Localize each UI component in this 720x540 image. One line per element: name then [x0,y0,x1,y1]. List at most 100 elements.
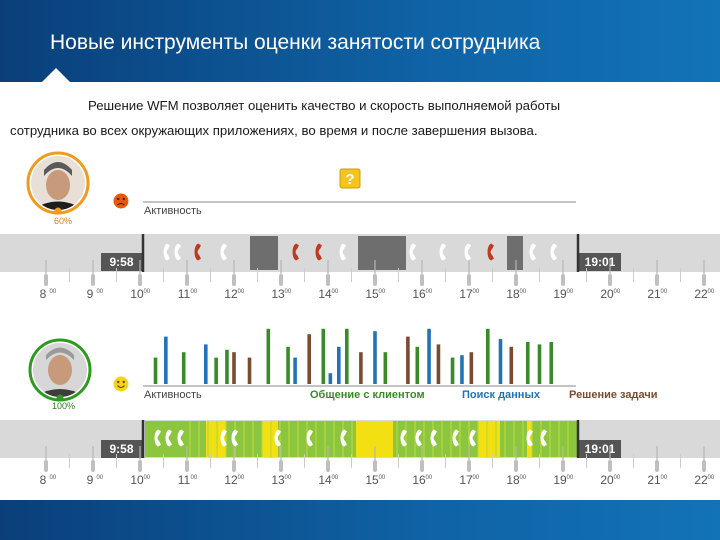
help-icon: ? [339,168,361,189]
activity-bar [204,344,208,384]
page-title: Новые инструменты оценки занятости сотру… [50,31,541,54]
activity-bar [225,349,229,384]
slide-footer [0,500,720,540]
activity-bar [415,346,420,384]
busy-block [358,236,406,270]
activity-bar [328,373,333,384]
activity-bar [345,328,349,384]
activity-bar [373,331,377,384]
slide-header: Новые инструменты оценки занятости сотру… [0,0,720,82]
activity-bar [383,352,388,384]
hour-label: 20 [600,287,614,301]
hour-label-minutes: 00 [332,475,339,481]
hour-label-minutes: 00 [97,289,104,295]
hour-label: 21 [647,287,661,301]
hour-label: 10 [130,473,144,487]
hour-label-minutes: 00 [285,475,292,481]
activity-bar [436,344,441,384]
activity-bar [450,357,455,384]
activity-bar [153,357,158,384]
activity-bar [164,336,168,384]
hour-label-minutes: 00 [661,475,668,481]
hour-label-minutes: 00 [332,289,339,295]
hour-label: 14 [318,473,332,487]
hour-label-minutes: 00 [614,475,621,481]
bottom-active-blocks [145,421,577,457]
activity-bar [460,355,464,384]
activity-bar [359,352,363,384]
hour-label-minutes: 00 [473,475,480,481]
hour-label: 12 [224,287,238,301]
hour-label: 9 [87,473,94,487]
bottom-percent: 100% [52,401,75,411]
bottom-shift-end-label: 19:01 [585,442,616,456]
hour-label-minutes: 00 [97,475,104,481]
activity-bar [549,342,554,384]
hour-label-minutes: 00 [50,289,57,295]
hour-label-minutes: 00 [661,289,668,295]
top-shift-end-label: 19:01 [585,255,616,269]
activity-bar [498,339,503,384]
bottom-shift-end: 19:01 [579,440,621,458]
hour-label: 19 [553,473,567,487]
hour-label: 15 [365,287,379,301]
hour-label: 21 [647,473,661,487]
hour-label-minutes: 00 [191,289,198,295]
hour-label: 11 [178,473,191,487]
hour-label: 9 [87,287,94,301]
happy-face-icon [113,376,129,392]
top-time-axis: 8 00 9 00 10 00 11 00 12 00 13 00 14 00 15 00 16 00 17 00 18… [40,260,715,301]
activity-bar [427,328,431,384]
hour-label-minutes: 00 [144,475,151,481]
hour-label: 20 [600,473,614,487]
description-line-1: Решение WFM позволяет оценить качество и… [88,98,561,113]
top-shift-start-label: 9:58 [109,255,133,269]
top-activity-label: Активность [144,205,202,217]
top-shift-start: 9:58 [101,253,142,271]
activity-bar [247,357,252,384]
hour-label-minutes: 00 [614,289,621,295]
top-busy-blocks [250,236,523,270]
hour-label: 16 [412,473,426,487]
legend-task: Решение задачи [569,389,657,401]
hour-label-minutes: 00 [191,475,198,481]
hour-label: 17 [459,473,473,487]
activity-bar [337,346,341,384]
activity-bar [486,328,490,384]
hour-label-minutes: 00 [379,475,386,481]
description: Решение WFM позволяет оценить качество и… [10,93,710,143]
bottom-shift-start: 9:58 [101,440,142,458]
hour-label: 8 [40,473,47,487]
hour-label: 10 [130,287,144,301]
avatar-bottom [28,338,92,402]
activity-bar [469,352,474,384]
busy-block [250,236,278,270]
busy-block [507,236,523,270]
hour-label-minutes: 00 [708,289,715,295]
bottom-activity-label: Активность [144,389,202,401]
top-percent: 60% [54,216,72,226]
idle-block [478,421,500,457]
activity-bar [509,346,514,384]
hour-label-minutes: 00 [708,475,715,481]
hour-label-minutes: 00 [426,475,433,481]
hour-label: 12 [224,473,238,487]
activity-bar-chart [153,328,554,384]
hour-label-minutes: 00 [238,289,245,295]
idle-block [206,421,226,457]
legend-client: Общение с клиентом [310,389,425,401]
hour-label-minutes: 00 [50,475,57,481]
activity-bar [537,344,542,384]
top-shift-end: 19:01 [579,253,621,271]
activity-bar [307,334,311,384]
hour-label-minutes: 00 [567,289,574,295]
hour-label-minutes: 00 [238,475,245,481]
hour-label: 16 [412,287,426,301]
hour-label: 14 [318,287,332,301]
hour-label-minutes: 00 [285,289,292,295]
hour-label-minutes: 00 [520,475,527,481]
hour-label: 18 [506,287,520,301]
hour-label: 13 [271,473,285,487]
hour-label: 22 [694,287,708,301]
activity-bar [214,357,218,384]
